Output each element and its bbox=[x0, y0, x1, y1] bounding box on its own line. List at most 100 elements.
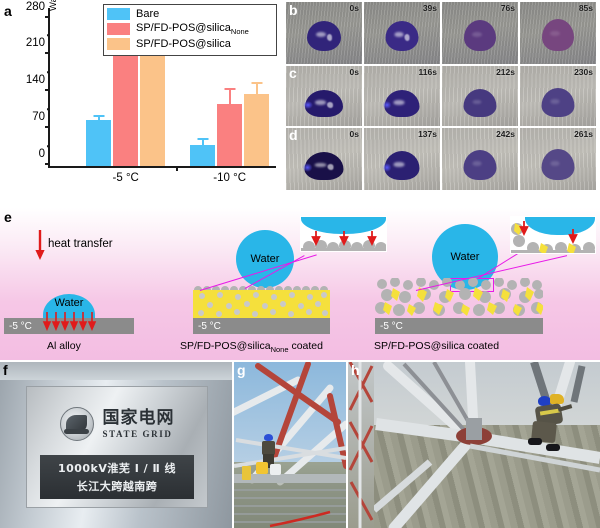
panel-c-frame-4: 230s bbox=[520, 66, 596, 126]
legend-swatch-silica bbox=[107, 38, 130, 50]
worker-h bbox=[526, 394, 573, 456]
silica-none-particles bbox=[198, 292, 328, 317]
legend-label-bare: Bare bbox=[136, 8, 160, 20]
y-tick-70: 70 bbox=[32, 111, 45, 124]
worker-legs-g bbox=[263, 454, 274, 468]
inset-graphics-silica-none bbox=[301, 231, 386, 251]
panel-letter-h: h bbox=[351, 362, 360, 378]
droplet-highlight bbox=[550, 99, 560, 104]
panel-g-photo-tower: g bbox=[234, 362, 346, 528]
droplet-c-4 bbox=[541, 88, 575, 117]
inset-graphics-silica bbox=[511, 221, 595, 253]
panel-b-frame-1: b 0s bbox=[286, 2, 362, 64]
sign-brand-block: 国家电网 STATE GRID bbox=[27, 387, 207, 461]
droplet-highlight bbox=[472, 99, 482, 105]
worker-g bbox=[260, 434, 278, 468]
panel-letter-c: c bbox=[289, 66, 297, 81]
cold-substrate-silica: -5 °C bbox=[375, 318, 543, 334]
wall-top bbox=[0, 362, 232, 380]
y-tick-280: 280 bbox=[25, 0, 45, 13]
panel-d-frame-3: 242s bbox=[442, 128, 518, 190]
y-tickmark-0 bbox=[45, 163, 50, 165]
droplet-glow bbox=[382, 100, 392, 110]
droplet-b-2 bbox=[385, 21, 419, 51]
legend-swatch-bare bbox=[107, 8, 130, 20]
y-tickmark-210 bbox=[45, 52, 50, 55]
caption-silica: SP/FD-POS@silica coated bbox=[374, 340, 500, 352]
panel-b-frame-3: 76s bbox=[442, 2, 518, 64]
droplet-highlight-2 bbox=[327, 164, 334, 171]
panel-letter-g: g bbox=[237, 362, 246, 378]
droplet-highlight bbox=[393, 162, 405, 167]
heat-transfer-label: heat transfer bbox=[48, 238, 113, 250]
sign-brand-cn: 国家电网 bbox=[102, 407, 175, 428]
panel-b-frame-2: 39s bbox=[364, 2, 440, 64]
panel-c-frame-3: 212s bbox=[442, 66, 518, 126]
inset-silica bbox=[510, 216, 596, 254]
droplet-highlight bbox=[472, 31, 482, 37]
y-tickmark-140 bbox=[45, 89, 50, 92]
droplet-highlight bbox=[550, 160, 560, 166]
droplet-highlight bbox=[550, 31, 560, 37]
panel-c-strip: c 0s 116s 212s 230s bbox=[286, 66, 596, 126]
timestamp-c-3: 212s bbox=[496, 67, 515, 77]
y-tickmark-280 bbox=[45, 15, 50, 18]
droplet-glow bbox=[302, 163, 313, 173]
x-tick-minus5: -5 °C bbox=[112, 172, 139, 184]
timestamp-d-2: 137s bbox=[418, 129, 437, 139]
silica-porous-graphics bbox=[375, 277, 544, 316]
droplet-highlight-2 bbox=[326, 34, 333, 41]
timestamp-c-1: 0s bbox=[349, 67, 359, 77]
legend-item-bare: Bare bbox=[107, 7, 273, 21]
worker-boot-left-h bbox=[528, 438, 542, 445]
tower-edge-h bbox=[348, 362, 374, 528]
sign-line-1: 1000kV淮芜 Ⅰ / Ⅱ 线 bbox=[57, 462, 177, 476]
droplet-highlight-2 bbox=[327, 101, 334, 108]
heat-transfer-arrow-icon bbox=[35, 230, 45, 260]
y-tickmark-minor-245 bbox=[47, 34, 50, 37]
sign-line-block: 1000kV淮芜 Ⅰ / Ⅱ 线 长江大跨越南跨 bbox=[39, 455, 195, 499]
droplet-highlight bbox=[472, 161, 482, 167]
legend-label-silica-none-sub: None bbox=[230, 27, 249, 37]
caption-silica-none-main: SP/FD-POS@silica bbox=[180, 340, 271, 352]
panel-a-chart: a Water freezeing time / s 0 70 140 210 … bbox=[0, 0, 282, 202]
droplet-c-3 bbox=[463, 89, 497, 117]
x-tick-minus10: -10 °C bbox=[213, 172, 247, 184]
cold-substrate-silica-none: -5 °C bbox=[193, 318, 330, 334]
errorcap-bare-minus10 bbox=[197, 137, 209, 140]
y-tickmark-minor-105 bbox=[47, 108, 50, 110]
worker-helmet-h-icon bbox=[538, 396, 551, 406]
droplet-c-2 bbox=[382, 90, 420, 117]
legend-swatch-silica-none bbox=[107, 23, 130, 35]
errorbar-silica-none-minus10 bbox=[228, 87, 231, 106]
white-container-g bbox=[270, 464, 281, 475]
panel-h-photo-worker: h bbox=[348, 362, 600, 528]
bar-silica-minus10 bbox=[244, 81, 270, 166]
y-tickmark-70 bbox=[45, 126, 50, 129]
legend-item-silica: SP/FD-POS@silica bbox=[107, 37, 273, 51]
droplet-highlight bbox=[314, 162, 327, 168]
legend-item-silica-none: SP/FD-POS@silicaNone bbox=[107, 22, 273, 36]
errorbar-silica-minus10 bbox=[255, 81, 258, 95]
panel-e-schematic: e heat transfer Water -5 °C Al alloy Wat… bbox=[0, 208, 600, 360]
inset-water-silica-none bbox=[301, 217, 386, 234]
yellow-bucket-g bbox=[256, 462, 268, 474]
caption-silica-none-sub: None bbox=[270, 345, 289, 355]
panel-c-frame-2: 116s bbox=[364, 66, 440, 126]
timestamp-b-4: 85s bbox=[578, 3, 593, 13]
droplet-b-1 bbox=[307, 21, 341, 51]
sign-brand-text: 国家电网 STATE GRID bbox=[102, 407, 175, 439]
panel-d-frame-4: 261s bbox=[520, 128, 596, 190]
silica-porous-layer bbox=[375, 277, 544, 318]
errorbar-bare-minus5 bbox=[97, 114, 100, 121]
timestamp-d-4: 261s bbox=[574, 129, 593, 139]
heat-flux-arrows-bare bbox=[42, 312, 97, 332]
caption-bare: Al alloy bbox=[47, 340, 81, 352]
panel-b-strip: b 0s 39s 76s 85s bbox=[286, 2, 596, 64]
droplet-highlight bbox=[314, 100, 327, 105]
chart-legend: Bare SP/FD-POS@silicaNone SP/FD-POS@sili… bbox=[103, 4, 277, 56]
panel-c-frame-1: c 0s bbox=[286, 66, 362, 126]
y-tick-0: 0 bbox=[38, 148, 45, 160]
panel-letter-b: b bbox=[289, 2, 298, 18]
timestamp-b-3: 76s bbox=[500, 3, 515, 13]
